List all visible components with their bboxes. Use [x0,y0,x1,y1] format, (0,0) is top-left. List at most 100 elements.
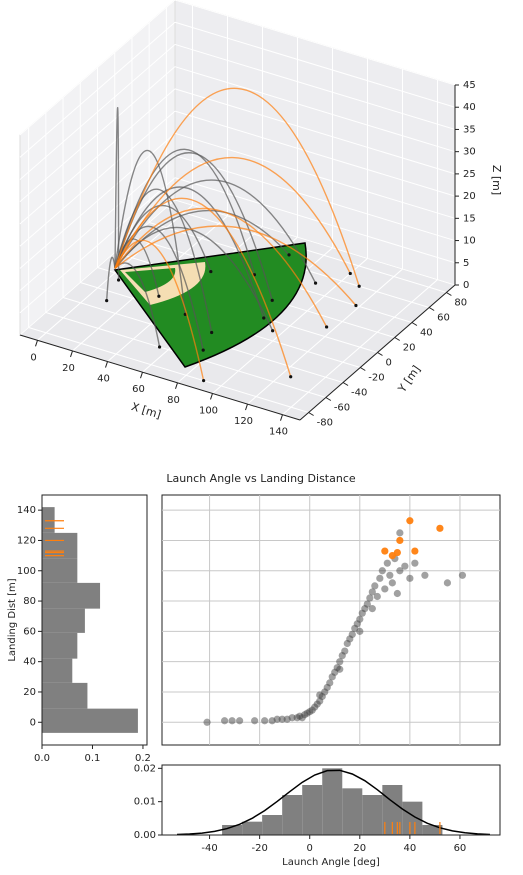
x-tick-label: 20 [62,363,75,374]
trajectory [114,207,328,328]
x-tick [105,361,108,368]
grid-line [174,43,456,130]
scatter-point [411,547,419,555]
scatter-point [261,717,269,725]
x-tick-label: 80 [167,395,180,406]
landing-point [202,379,206,383]
grid-line [174,155,456,242]
x-tick [210,393,213,400]
landing-point [201,348,205,352]
hist-bar [42,582,101,609]
x-tick-label: 0 [30,352,36,363]
grid-line [19,199,176,336]
x-tick-label: 0.2 [135,753,151,764]
scatter-point [401,562,409,570]
scatter-point [336,665,344,673]
scatter-point [406,574,414,582]
landing-point [348,271,352,276]
hist-bar [42,507,55,533]
x-tick-label: -20 [251,843,267,854]
y-tick-label: 140 [17,505,36,516]
x-tick [280,414,283,421]
y-tick-label: 0 [30,717,36,728]
grid-line [19,0,176,136]
grid-line [19,132,176,269]
x-tick-label: 0 [307,843,313,854]
scatter-point [356,615,364,623]
y-tick-label: 20 [403,343,416,354]
z-tick-label: 15 [463,213,476,224]
y-tick-label: 40 [420,328,433,339]
scatter-point [371,582,379,590]
scatter-point [443,579,452,587]
y-tick-label: 0.00 [134,830,156,841]
hist-bar [282,795,303,835]
z-tick-label: 20 [463,191,476,202]
chart-title: Launch Angle vs Landing Distance [166,472,356,485]
landing-point [287,253,291,257]
scatter-point [393,589,401,598]
trajectory [114,226,274,332]
grid-line [19,21,176,158]
z-tick-label: 0 [463,280,469,291]
grid-line [19,110,176,247]
z-tick-label: 10 [463,236,476,247]
hist-bar [322,768,343,835]
hist-bar [42,558,78,583]
scatter-point [251,717,259,725]
hist-bar [42,708,138,733]
hist-bar [222,825,243,835]
trajectory [105,256,116,301]
hist-bar [42,632,78,659]
x-tick [70,350,73,358]
scatter-point [378,567,386,575]
scatter-point [411,559,419,567]
y-tick-label: -60 [334,403,350,414]
x-tick [140,372,143,379]
scatter-point [421,571,429,579]
scatter-point [316,691,324,699]
scatter-point [348,630,356,638]
hist-bar [42,608,85,633]
y-tick-label: 0 [386,358,392,369]
y-tick [360,367,366,371]
z-tick-label: 45 [463,80,476,91]
x-tick [175,382,178,389]
scatter-point [386,571,394,579]
x-tick-label: 60 [454,843,467,854]
scatter-point [273,715,281,723]
scatter-point [220,717,229,725]
landing-point [157,345,162,349]
scatter-point [381,547,389,555]
y-tick [342,382,349,386]
y-tick-label: -20 [368,373,384,384]
trajectory [114,239,205,381]
trajectory [114,87,360,287]
scatter-point [236,717,244,725]
y-tick-label: 40 [23,657,36,668]
trajectory [114,225,204,351]
y-tick [394,337,400,341]
plot-frame [161,764,501,836]
scatter-point [278,715,286,723]
scatter-point [396,567,404,575]
x-axis-label: Launch Angle [deg] [282,857,380,868]
scatter-point [406,517,414,525]
hist-bar [422,825,443,835]
z-tick-label: 30 [463,147,476,158]
scatter-point [388,579,396,587]
scatter-point [376,574,384,582]
trajectory [114,205,212,272]
hist-bar [42,682,88,709]
landing-point [262,316,266,320]
grid-line [174,110,456,197]
y-tick-label: 0.02 [134,763,156,774]
x-tick-label: 120 [234,416,253,427]
x-axis [19,334,301,421]
scatter-point [368,605,376,613]
scatter-point [203,718,211,726]
y-tick-label: 0.01 [134,797,156,808]
landing-point [157,294,161,298]
y-tick-label: 20 [23,687,36,698]
